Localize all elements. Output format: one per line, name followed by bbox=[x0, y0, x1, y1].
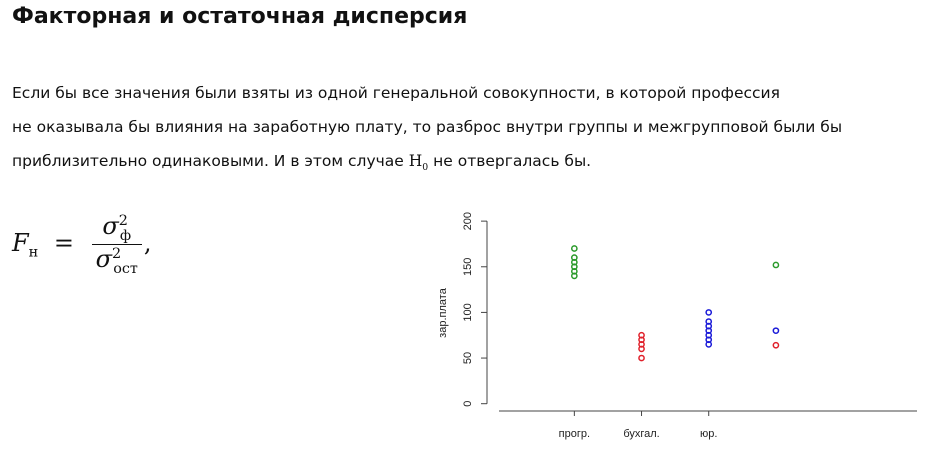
point bbox=[705, 318, 713, 325]
point bbox=[705, 309, 713, 316]
x-tick-label: прогр. bbox=[559, 428, 590, 440]
operator: = bbox=[53, 228, 74, 257]
point bbox=[638, 331, 645, 339]
y-tick-label: 150 bbox=[462, 258, 474, 276]
y-axis-label: зар.плата bbox=[437, 287, 449, 338]
y-tick-label: 200 bbox=[462, 212, 474, 230]
point bbox=[772, 341, 780, 349]
symbol: H bbox=[408, 152, 423, 170]
point bbox=[638, 354, 645, 362]
subscript: 0 bbox=[422, 162, 429, 174]
text-line: не оказывала бы влияния на заработную пл… bbox=[12, 118, 843, 136]
point bbox=[570, 254, 578, 261]
subscript: ф bbox=[119, 227, 132, 244]
paragraph: Если бы все значения были взяты из одной… bbox=[12, 76, 842, 185]
superscript: 2 bbox=[118, 213, 128, 229]
denominator: σ2ост bbox=[92, 245, 142, 277]
y-tick-label: 100 bbox=[462, 303, 474, 321]
punctuation: , bbox=[143, 228, 152, 257]
text-line: Если бы все значения были взяты из одной… bbox=[12, 84, 780, 102]
superscript: 2 bbox=[112, 245, 122, 262]
subscript: ост bbox=[113, 260, 138, 277]
title: Факторная и остаточная дисперсия bbox=[12, 4, 468, 29]
y-tick-label: 0 bbox=[462, 401, 474, 407]
numerator: σ2ф bbox=[91, 212, 142, 245]
point bbox=[570, 245, 578, 252]
subscript: н bbox=[28, 244, 39, 261]
fraction: σ2ф σ2ост bbox=[91, 212, 142, 277]
point bbox=[772, 327, 780, 335]
x-tick-label: юр. bbox=[700, 428, 717, 440]
x-tick-label: бухгал. bbox=[623, 428, 659, 440]
point bbox=[772, 261, 780, 269]
text-line: приблизительно одинаковыми. И в этом слу… bbox=[12, 144, 842, 185]
y-tick-label: 50 bbox=[462, 352, 474, 364]
text: приблизительно одинаковыми. И в этом слу… bbox=[12, 152, 409, 170]
formula: Fн = σ2ф σ2ост , bbox=[12, 212, 152, 277]
symbol: σ bbox=[95, 244, 113, 273]
text: не отвергалась бы. bbox=[428, 152, 592, 170]
symbol: F bbox=[12, 228, 29, 257]
symbol: σ bbox=[102, 212, 119, 240]
